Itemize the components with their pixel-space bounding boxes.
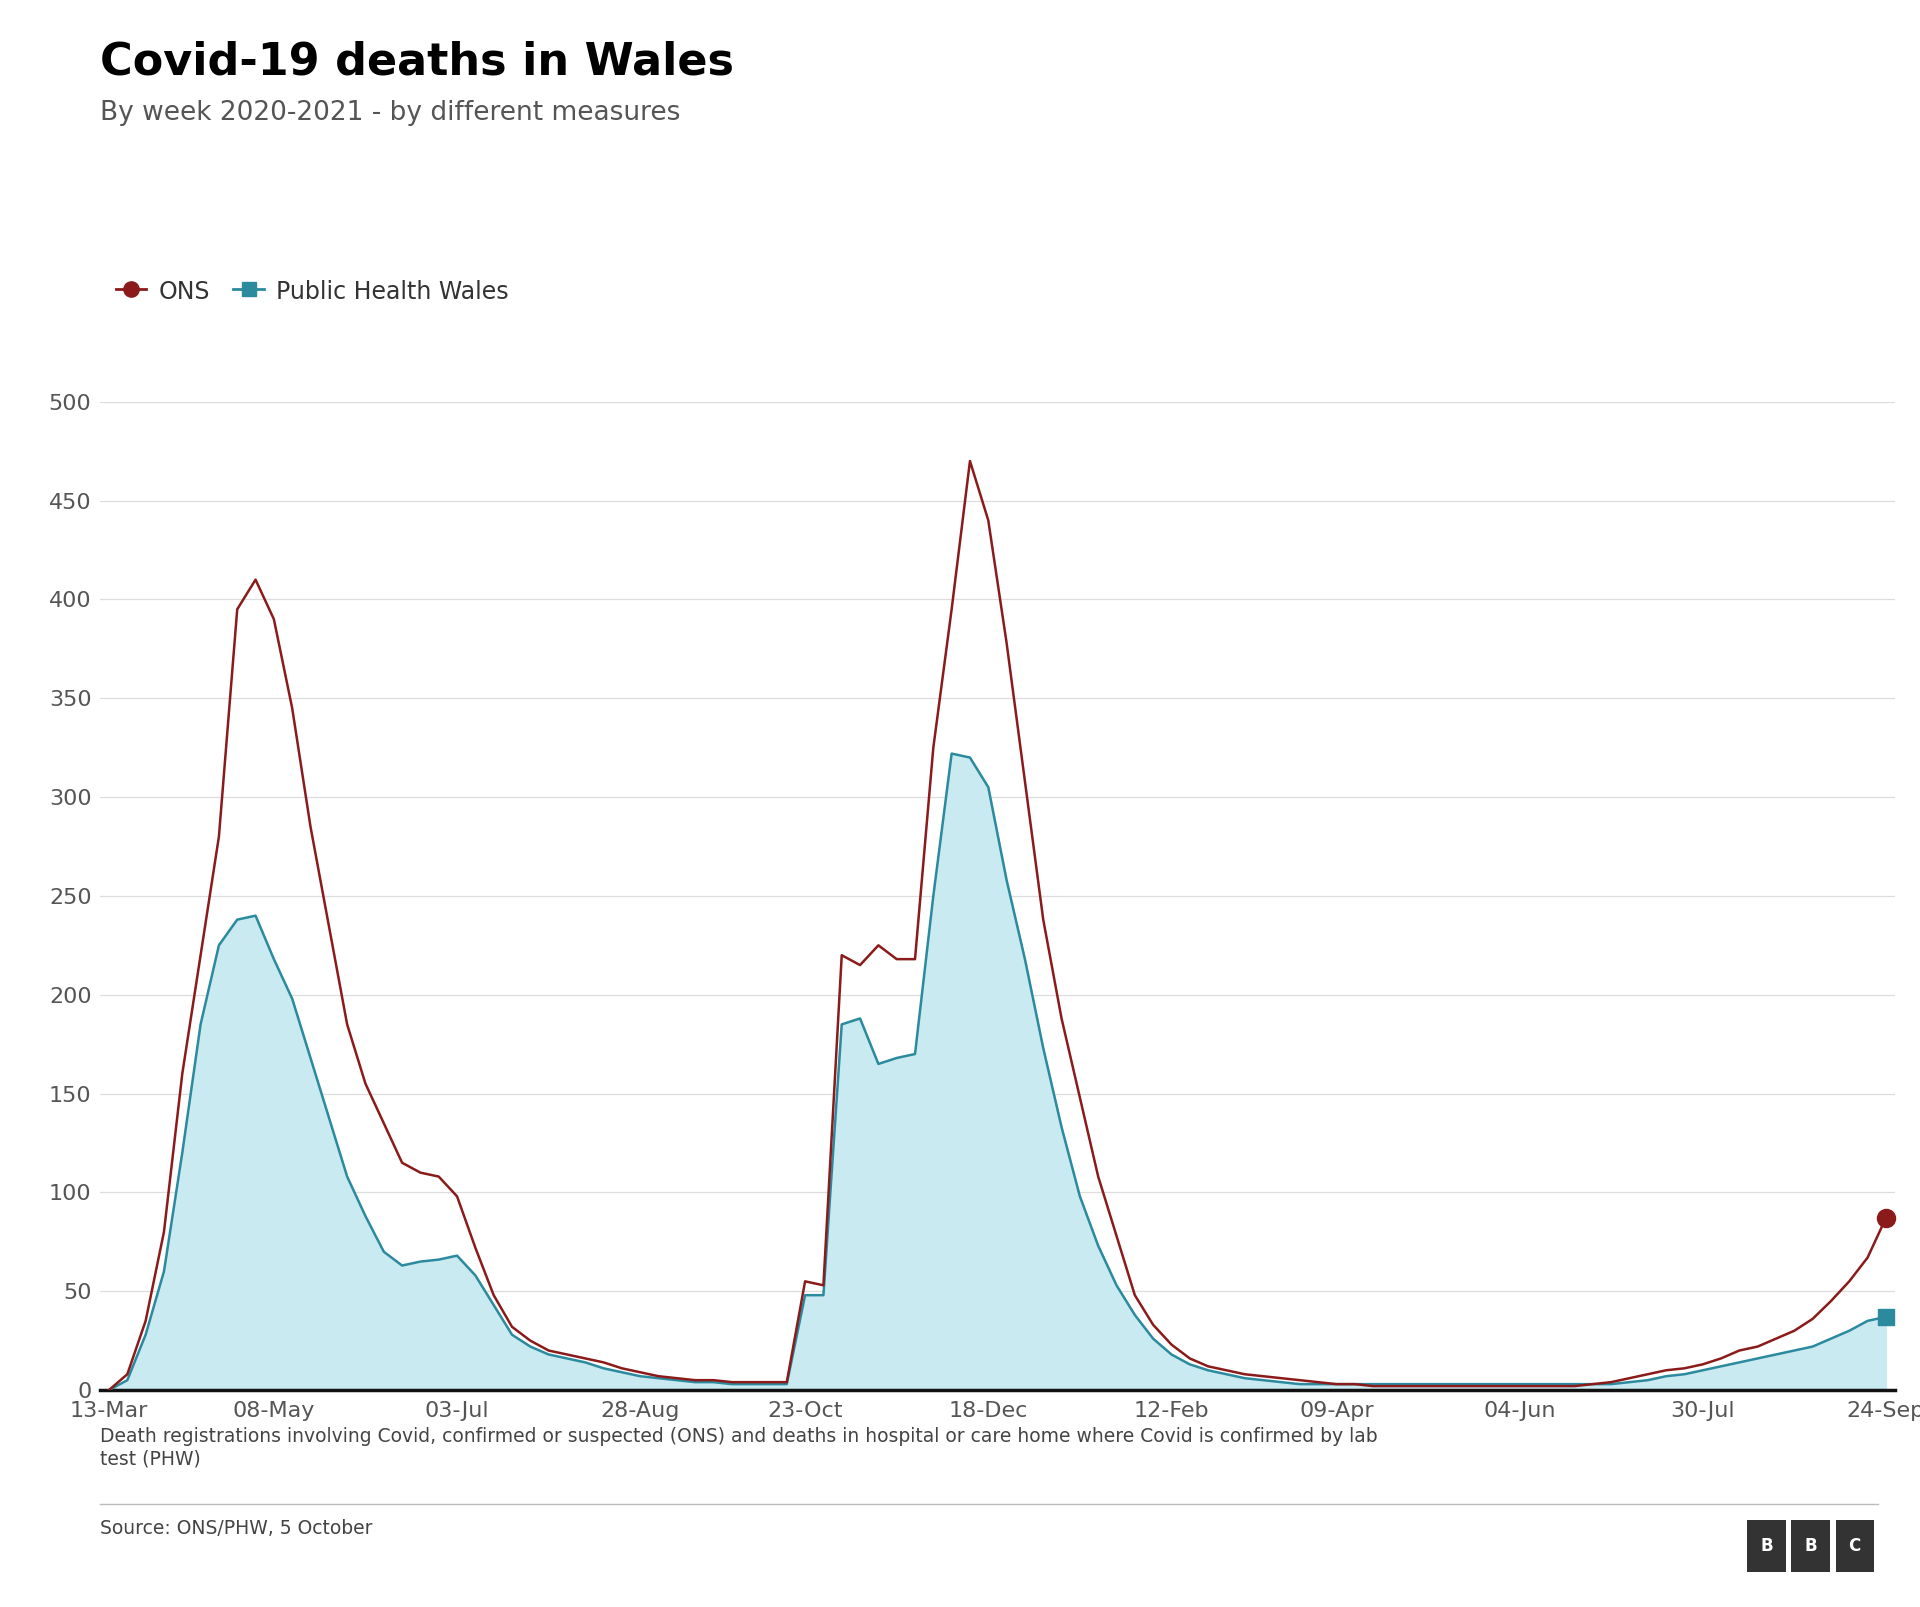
- Text: C: C: [1849, 1536, 1860, 1556]
- Text: Death registrations involving Covid, confirmed or suspected (ONS) and deaths in : Death registrations involving Covid, con…: [100, 1427, 1377, 1469]
- Legend: ONS, Public Health Wales: ONS, Public Health Wales: [106, 270, 518, 313]
- Text: Covid-19 deaths in Wales: Covid-19 deaths in Wales: [100, 40, 733, 84]
- Text: B: B: [1761, 1536, 1772, 1556]
- Text: B: B: [1805, 1536, 1816, 1556]
- Text: By week 2020-2021 - by different measures: By week 2020-2021 - by different measure…: [100, 100, 680, 125]
- Text: Source: ONS/PHW, 5 October: Source: ONS/PHW, 5 October: [100, 1519, 372, 1538]
